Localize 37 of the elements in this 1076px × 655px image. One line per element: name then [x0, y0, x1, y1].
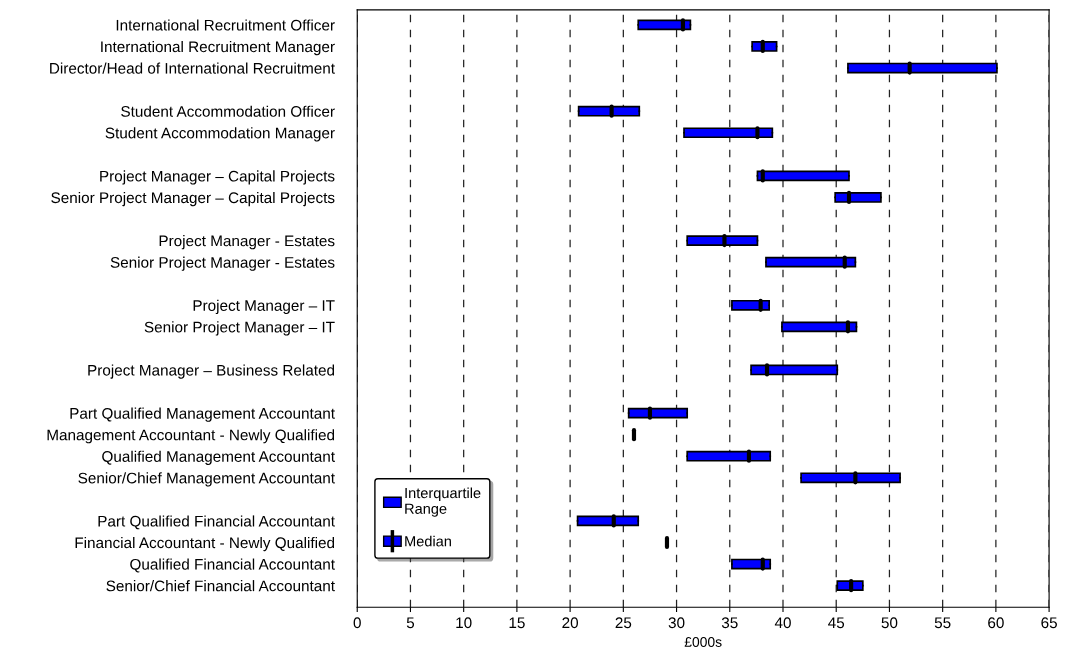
y-tick-label: Part Qualified Management Accountant — [70, 407, 335, 422]
y-tick-label: Management Accountant - Newly Qualified — [47, 429, 335, 444]
y-tick-label: Student Accommodation Officer — [121, 105, 335, 117]
y-tick-label: Senior/Chief Financial Accountant — [106, 580, 335, 592]
x-tick-label: 60 — [988, 617, 1004, 629]
x-tick-label: 5 — [406, 617, 415, 629]
x-tick-label: 25 — [615, 617, 632, 629]
y-tick-label: Project Manager - Estates — [159, 235, 335, 250]
y-tick-label: Senior/Chief Management Accountant — [78, 472, 335, 487]
y-tick-label: Project Manager – Business Related — [88, 364, 335, 379]
x-tick-label: 30 — [668, 617, 685, 629]
x-axis-title: £000s — [684, 637, 722, 647]
y-tick-label: Qualified Management Accountant — [102, 450, 335, 465]
y-tick-label: Part Qualified Financial Accountant — [98, 515, 335, 530]
x-tick-label: 10 — [456, 617, 472, 629]
y-tick-label: Student Accommodation Manager — [105, 127, 335, 142]
annotation: Median — [405, 535, 451, 547]
y-tick-label: Financial Accountant - Newly Qualified — [75, 536, 335, 552]
x-tick-label: 20 — [562, 617, 579, 629]
y-tick-label: Senior Project Manager – Capital Projects — [51, 191, 335, 207]
y-tick-label: International Recruitment Manager — [101, 40, 335, 56]
x-tick-label: 65 — [1041, 617, 1057, 629]
legend-label: Interquartile Range — [405, 487, 481, 517]
x-tick-label: 35 — [721, 617, 738, 629]
y-tick-label: Qualified Financial Accountant — [130, 558, 335, 573]
x-tick-label: 0 — [353, 617, 361, 629]
y-tick-label: International Recruitment Officer — [116, 19, 335, 31]
x-tick-label: 15 — [509, 617, 525, 629]
x-tick-label: 40 — [774, 617, 791, 629]
y-tick-label: Project Manager – Capital Projects — [100, 170, 335, 185]
x-tick-label: 50 — [881, 617, 898, 629]
y-tick-label: Senior Project Manager – IT — [144, 321, 335, 336]
y-tick-label: Senior Project Manager - Estates — [110, 256, 335, 271]
x-tick-label: 55 — [934, 617, 951, 629]
y-tick-label: Director/Head of International Recruitment — [50, 62, 335, 74]
y-tick-label: Project Manager – IT — [193, 299, 335, 314]
x-tick-label: 45 — [828, 617, 845, 629]
